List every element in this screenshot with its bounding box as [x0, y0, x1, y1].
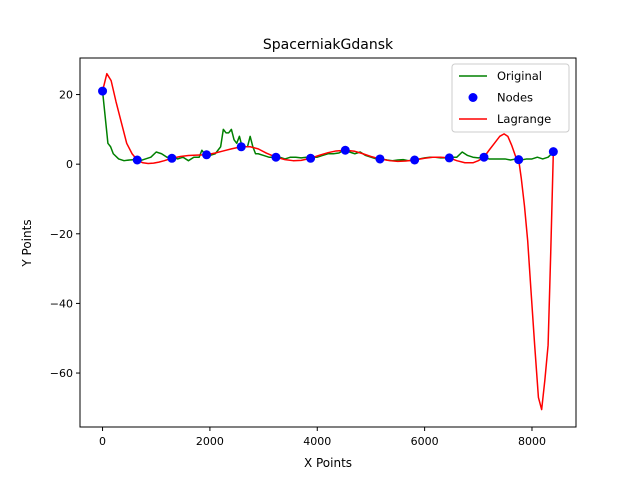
node-point-5 [236, 142, 246, 152]
y-tick-label: −20 [50, 228, 73, 241]
x-tick-label: 2000 [196, 435, 224, 448]
legend-label-original: Original [497, 69, 542, 83]
x-axis-label: X Points [304, 456, 352, 470]
node-point-1 [98, 86, 108, 96]
legend-label-nodes: Nodes [497, 91, 533, 105]
node-point-9 [375, 154, 385, 164]
node-point-2 [132, 155, 142, 165]
y-axis-label: Y Points [20, 219, 34, 267]
x-tick-label: 0 [99, 435, 106, 448]
chart-title: SpacerniakGdansk [263, 37, 394, 53]
node-point-12 [479, 152, 489, 162]
node-point-14 [548, 147, 558, 157]
node-point-7 [306, 153, 316, 163]
legend-box [451, 63, 570, 133]
y-tick-label: 20 [59, 89, 73, 102]
node-point-13 [514, 155, 524, 165]
x-tick-label: 6000 [411, 435, 439, 448]
x-tick-label: 8000 [518, 435, 546, 448]
node-point-4 [202, 150, 212, 160]
node-point-10 [410, 155, 420, 165]
y-tick-label: 0 [66, 158, 73, 171]
plot-frame [79, 57, 577, 428]
node-point-8 [340, 145, 350, 155]
y-tick-label: −40 [50, 297, 73, 310]
legend: Original Nodes Lagrange [451, 63, 570, 133]
plot-area [98, 72, 558, 411]
node-point-11 [444, 153, 454, 163]
legend-swatch-nodes [468, 93, 478, 102]
y-tick-label: −60 [50, 367, 73, 380]
legend-label-lagrange: Lagrange [497, 112, 551, 126]
node-point-6 [271, 152, 281, 162]
x-tick-label: 4000 [303, 435, 331, 448]
node-point-3 [167, 153, 177, 163]
